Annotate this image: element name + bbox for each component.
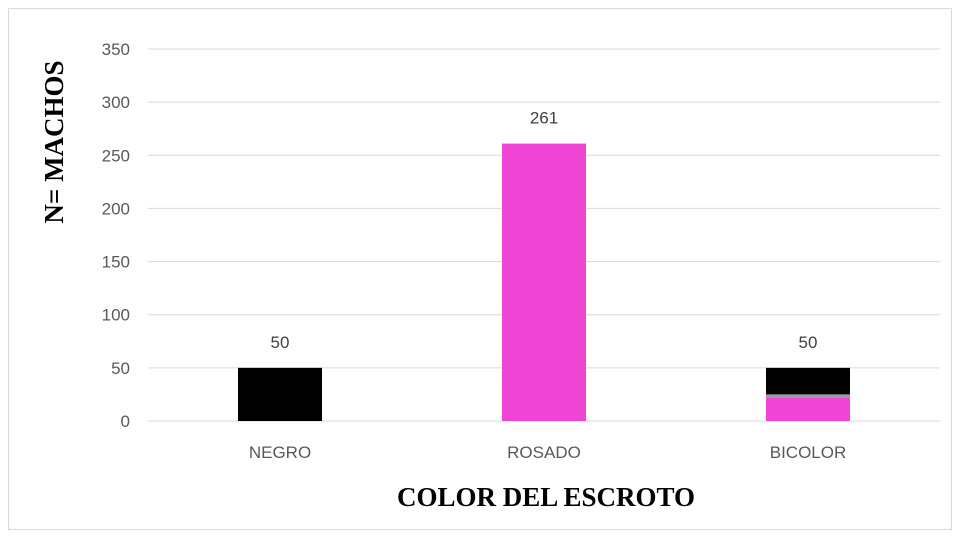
y-axis-tick-labels: 0 50 100 150 200 250 300 350 [102,40,130,431]
y-tick-label: 0 [121,412,130,431]
bar-bicolor-top [766,367,850,395]
data-label: 50 [271,333,290,352]
y-tick-label: 250 [102,146,130,165]
data-label: 261 [530,109,558,128]
y-tick-label: 150 [102,253,130,272]
data-labels: 50 261 50 [271,109,818,352]
bar-negro [238,367,322,421]
y-tick-label: 50 [111,359,130,378]
y-tick-label: 350 [102,40,130,59]
y-axis-title: N= MACHOS [39,60,69,223]
data-label: 50 [799,333,818,352]
y-tick-label: 300 [102,93,130,112]
bar-bicolor-divider [766,394,850,398]
y-tick-label: 100 [102,306,130,325]
x-tick-label: BICOLOR [770,443,847,462]
bar-bicolor-bottom [766,397,850,421]
x-tick-label: NEGRO [249,443,311,462]
bar-rosado [502,143,586,421]
x-tick-label: ROSADO [507,443,581,462]
x-axis-tick-labels: NEGRO ROSADO BICOLOR [249,443,846,462]
bars [238,143,850,421]
chart-area [8,8,952,530]
y-tick-label: 200 [102,199,130,218]
x-axis-title: COLOR DEL ESCROTO [397,482,695,512]
